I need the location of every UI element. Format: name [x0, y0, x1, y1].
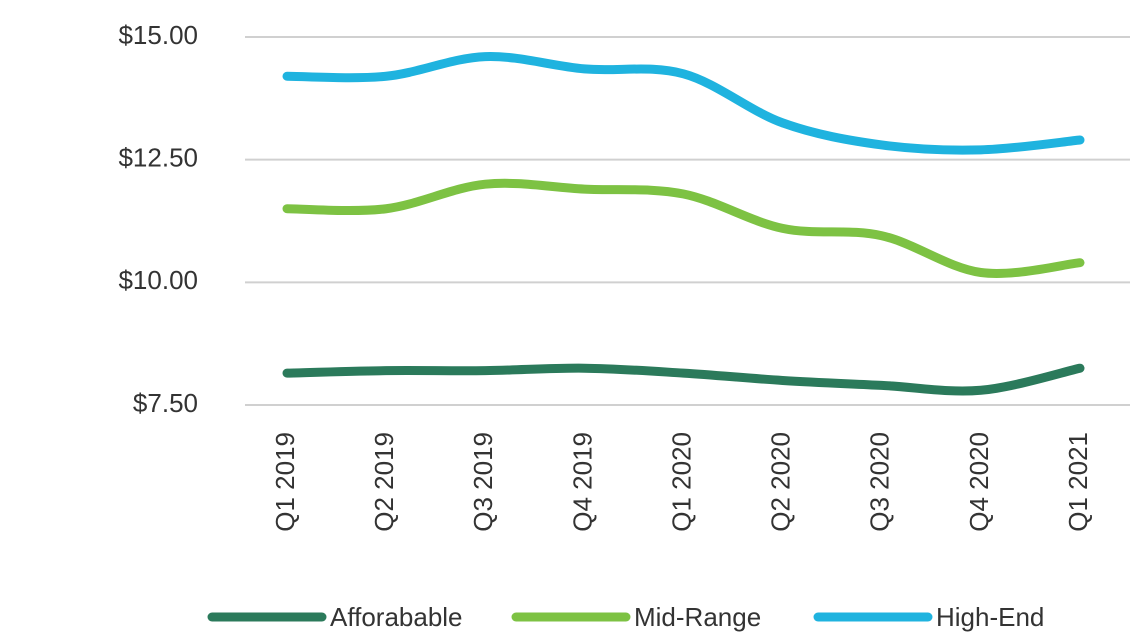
y-tick-label: $15.00	[118, 20, 198, 50]
x-tick-label: Q2 2020	[766, 432, 796, 532]
legend-label: High-End	[936, 602, 1044, 632]
x-tick-label: Q1 2019	[270, 432, 300, 532]
x-tick-label: Q4 2020	[964, 432, 994, 532]
y-tick-label: $7.50	[133, 388, 198, 418]
y-tick-label: $10.00	[118, 265, 198, 295]
x-tick-label: Q3 2020	[865, 432, 895, 532]
y-tick-label: $12.50	[118, 143, 198, 173]
legend-label: Mid-Range	[634, 602, 761, 632]
x-tick-label: Q3 2019	[468, 432, 498, 532]
series-line	[282, 52, 1085, 155]
x-tick-label: Q4 2019	[567, 432, 597, 532]
x-tick-label: Q1 2020	[666, 432, 696, 532]
x-tick-label: Q2 2019	[369, 432, 399, 532]
legend-label: Afforabable	[330, 602, 463, 632]
series-line	[282, 363, 1085, 396]
x-tick-label: Q1 2021	[1063, 432, 1093, 532]
series-line	[282, 178, 1085, 278]
